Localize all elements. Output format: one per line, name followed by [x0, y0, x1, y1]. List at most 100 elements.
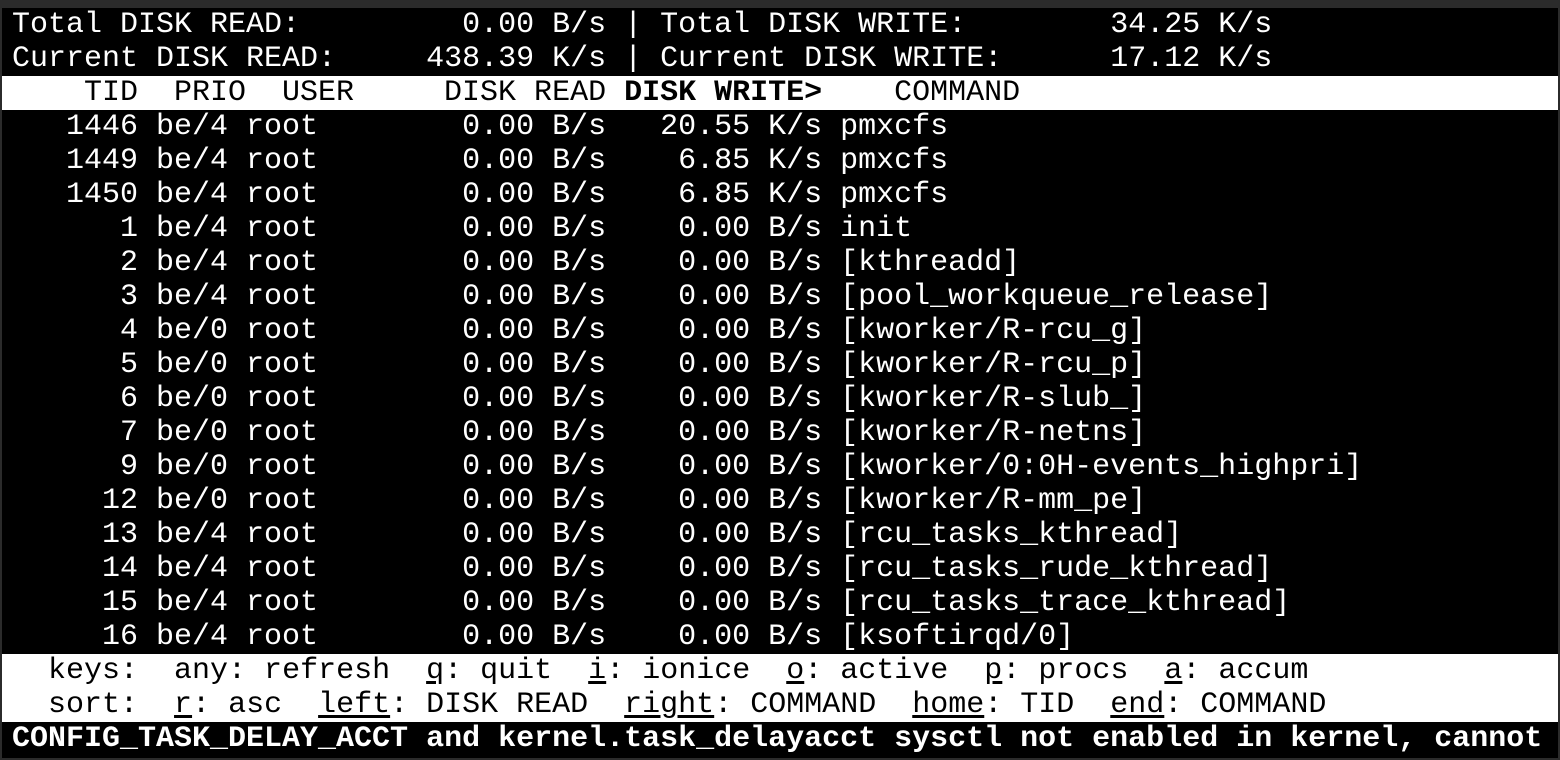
- table-row[interactable]: 1446 be/4 root 0.00 B/s 20.55 K/s pmxcfs: [2, 110, 1558, 144]
- table-row[interactable]: 13 be/4 root 0.00 B/s 0.00 B/s [rcu_tasks_kth…: [2, 518, 1558, 552]
- cell-command: [kthreadd]: [840, 246, 1021, 280]
- cell-disk-write: 0.00 B/s: [678, 212, 823, 246]
- table-row[interactable]: 4 be/0 root 0.00 B/s 0.00 B/s [kworker/R-rcu_…: [2, 314, 1558, 348]
- shortcut-key: p: [984, 654, 1003, 688]
- cell-tid: 3: [120, 280, 139, 314]
- table-row[interactable]: 14 be/4 root 0.00 B/s 0.00 B/s [rcu_tasks_rud…: [2, 552, 1558, 586]
- column-prio[interactable]: PRIO: [174, 76, 247, 110]
- cell-command: [ksoftirqd/0]: [840, 620, 1075, 654]
- cell-command: [kworker/R-rcu_p]: [840, 348, 1147, 382]
- cell-disk-read: 0.00 B/s: [462, 450, 607, 484]
- cell-disk-write: 0.00 B/s: [678, 620, 823, 654]
- table-row[interactable]: 3 be/4 root 0.00 B/s 0.00 B/s [pool_workqueue…: [2, 280, 1558, 314]
- column-user[interactable]: USER: [282, 76, 355, 110]
- shortcut-key: left: [318, 688, 391, 722]
- column-command[interactable]: COMMAND: [894, 76, 1021, 110]
- cell-disk-read: 0.00 B/s: [462, 144, 607, 178]
- shortcut-key: a: [1164, 654, 1183, 688]
- sort-item[interactable]: r: asc: [174, 688, 282, 722]
- cell-disk-write: 6.85 K/s: [678, 144, 823, 178]
- cell-user: root: [246, 314, 319, 348]
- table-row[interactable]: 6 be/0 root 0.00 B/s 0.00 B/s [kworker/R-slub…: [2, 382, 1558, 416]
- iotop-terminal[interactable]: Total DISK READ: 0.00 B/s | Total DISK WR…: [2, 8, 1558, 758]
- cell-tid: 2: [120, 246, 139, 280]
- cell-tid: 15: [102, 586, 139, 620]
- cell-user: root: [246, 382, 319, 416]
- cell-prio: be/4: [156, 110, 229, 144]
- cell-tid: 13: [102, 518, 139, 552]
- cell-prio: be/4: [156, 620, 229, 654]
- keys-item[interactable]: p: procs: [984, 654, 1128, 688]
- keys-item[interactable]: q: quit: [426, 654, 552, 688]
- keys-item[interactable]: any: refresh: [174, 654, 390, 688]
- cell-prio: be/4: [156, 280, 229, 314]
- cell-user: root: [246, 348, 319, 382]
- cell-prio: be/0: [156, 416, 229, 450]
- sort-help: sort: r: asc left: DISK READ right: COMM…: [2, 688, 1558, 722]
- keys-item[interactable]: a: accum: [1164, 654, 1308, 688]
- separator: |: [624, 8, 643, 42]
- column-header: TID PRIO USER DISK READ DISK WRITE> COMMAND: [2, 76, 1558, 110]
- table-row[interactable]: 5 be/0 root 0.00 B/s 0.00 B/s [kworker/R-rcu_…: [2, 348, 1558, 382]
- cell-tid: 16: [102, 620, 139, 654]
- table-row[interactable]: 16 be/4 root 0.00 B/s 0.00 B/s [ksoftirqd/0]: [2, 620, 1558, 654]
- cell-user: root: [246, 416, 319, 450]
- cell-user: root: [246, 518, 319, 552]
- cell-command: [pool_workqueue_release]: [840, 280, 1273, 314]
- sort-item[interactable]: left: DISK READ: [318, 688, 588, 722]
- cell-user: root: [246, 280, 319, 314]
- cell-tid: 1450: [66, 178, 139, 212]
- cell-disk-write: 0.00 B/s: [678, 586, 823, 620]
- cell-prio: be/4: [156, 586, 229, 620]
- column-tid[interactable]: TID: [84, 76, 139, 110]
- cell-disk-write: 0.00 B/s: [678, 518, 823, 552]
- keys-item[interactable]: o: active: [786, 654, 948, 688]
- cell-disk-write: 0.00 B/s: [678, 552, 823, 586]
- cell-tid: 1: [120, 212, 139, 246]
- current-read-value: 438.39 K/s: [426, 42, 607, 76]
- shortcut-description: : DISK READ: [390, 688, 589, 722]
- cell-disk-write: 0.00 B/s: [678, 314, 823, 348]
- status-message: CONFIG_TASK_DELAY_ACCT and kernel.task_d…: [12, 722, 1543, 756]
- table-row[interactable]: 12 be/0 root 0.00 B/s 0.00 B/s [kworker/R-mm_…: [2, 484, 1558, 518]
- cell-disk-read: 0.00 B/s: [462, 280, 607, 314]
- table-row[interactable]: 7 be/0 root 0.00 B/s 0.00 B/s [kworker/R-netn…: [2, 416, 1558, 450]
- cell-disk-read: 0.00 B/s: [462, 416, 607, 450]
- cell-user: root: [246, 484, 319, 518]
- column-disk-write[interactable]: DISK WRITE>: [624, 76, 823, 110]
- cell-disk-read: 0.00 B/s: [462, 552, 607, 586]
- cell-disk-read: 0.00 B/s: [462, 518, 607, 552]
- keys-item[interactable]: i: ionice: [588, 654, 750, 688]
- table-row[interactable]: 1450 be/4 root 0.00 B/s 6.85 K/s pmxcfs: [2, 178, 1558, 212]
- cell-prio: be/0: [156, 348, 229, 382]
- table-row[interactable]: 15 be/4 root 0.00 B/s 0.00 B/s [rcu_tasks_tra…: [2, 586, 1558, 620]
- cell-tid: 9: [120, 450, 139, 484]
- total-read-label: Total DISK READ:: [12, 8, 301, 42]
- keys-label: keys:: [48, 654, 139, 688]
- cell-command: [rcu_tasks_trace_kthread]: [840, 586, 1291, 620]
- column-disk-read[interactable]: DISK READ: [444, 76, 607, 110]
- table-row[interactable]: 1 be/4 root 0.00 B/s 0.00 B/s init: [2, 212, 1558, 246]
- table-row[interactable]: 9 be/0 root 0.00 B/s 0.00 B/s [kworker/0:0H-e…: [2, 450, 1558, 484]
- table-row[interactable]: 1449 be/4 root 0.00 B/s 6.85 K/s pmxcfs: [2, 144, 1558, 178]
- total-write-value: 34.25 K/s: [1110, 8, 1273, 42]
- shortcut-description: : COMMAND: [1164, 688, 1327, 722]
- table-row[interactable]: 2 be/4 root 0.00 B/s 0.00 B/s [kthreadd]: [2, 246, 1558, 280]
- cell-command: [rcu_tasks_kthread]: [840, 518, 1183, 552]
- cell-disk-read: 0.00 B/s: [462, 586, 607, 620]
- cell-command: [kworker/R-netns]: [840, 416, 1147, 450]
- cell-disk-write: 0.00 B/s: [678, 484, 823, 518]
- sort-item[interactable]: right: COMMAND: [624, 688, 876, 722]
- cell-user: root: [246, 246, 319, 280]
- cell-tid: 7: [120, 416, 139, 450]
- cell-disk-read: 0.00 B/s: [462, 212, 607, 246]
- sort-item[interactable]: end: COMMAND: [1110, 688, 1326, 722]
- total-read-value: 0.00 B/s: [462, 8, 607, 42]
- shortcut-description: : asc: [192, 688, 283, 722]
- shortcut-key: home: [912, 688, 985, 722]
- shortcut-description: : TID: [984, 688, 1075, 722]
- sort-item[interactable]: home: TID: [912, 688, 1074, 722]
- cell-command: pmxcfs: [840, 178, 949, 212]
- cell-disk-write: 6.85 K/s: [678, 178, 823, 212]
- cell-command: init: [840, 212, 913, 246]
